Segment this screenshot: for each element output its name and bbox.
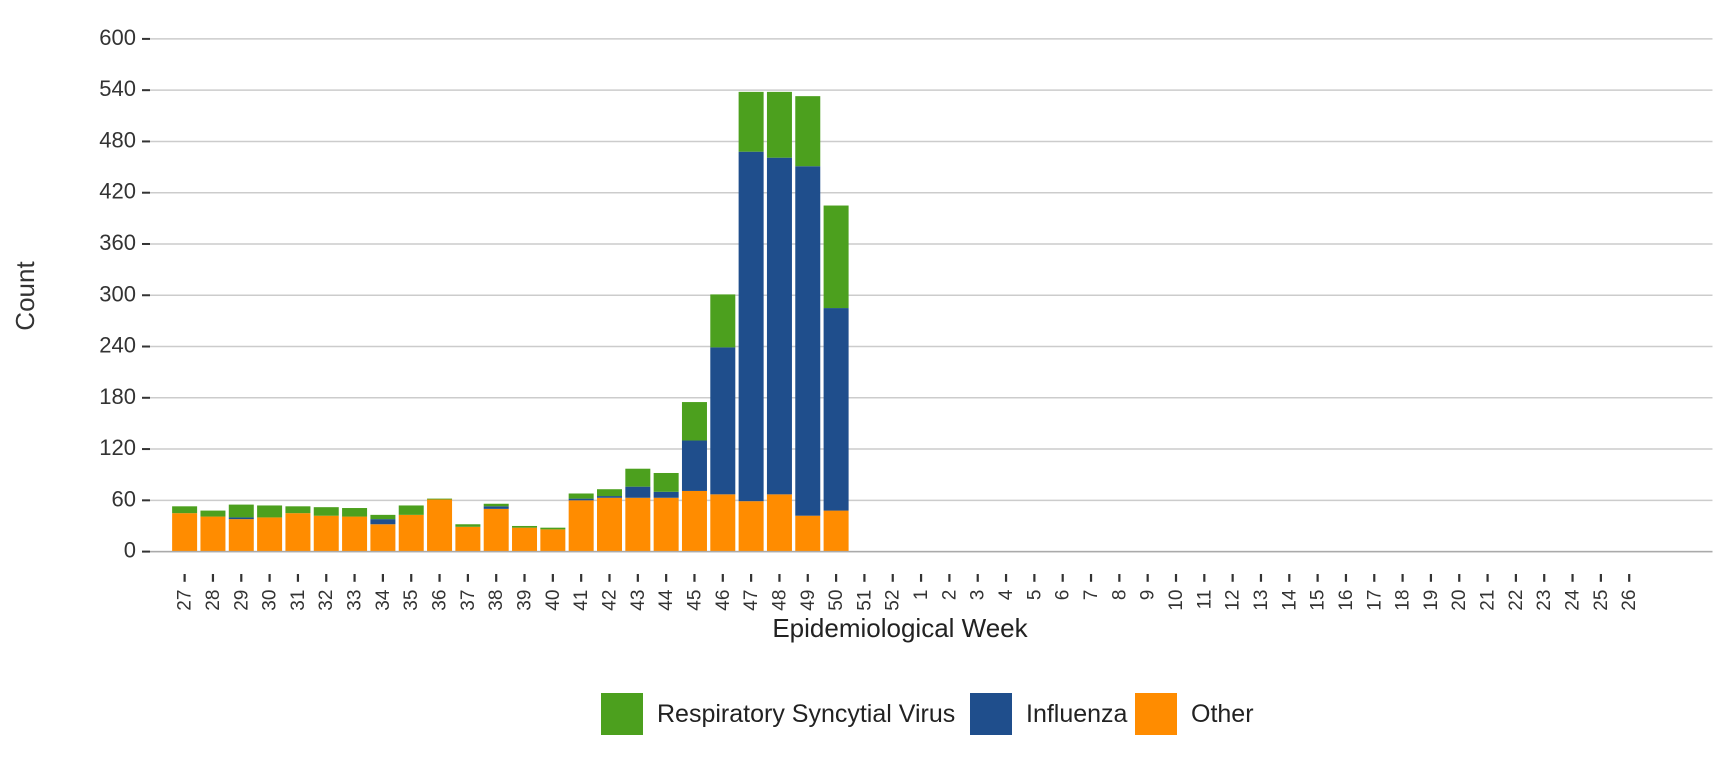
svg-text:35: 35 [401,590,422,611]
svg-text:16: 16 [1336,590,1357,611]
svg-text:22: 22 [1506,590,1527,611]
svg-text:52: 52 [883,590,904,611]
svg-text:51: 51 [854,590,875,611]
svg-text:18: 18 [1393,590,1414,611]
svg-text:50: 50 [826,590,847,611]
svg-text:0: 0 [124,538,136,563]
svg-text:11: 11 [1194,590,1215,610]
svg-text:37: 37 [458,590,479,611]
svg-text:49: 49 [798,590,819,611]
svg-text:60: 60 [112,486,136,511]
svg-text:21: 21 [1478,590,1499,611]
svg-text:300: 300 [99,281,136,306]
svg-text:540: 540 [99,76,136,101]
svg-text:120: 120 [99,435,136,460]
svg-text:13: 13 [1251,590,1272,611]
svg-text:3: 3 [968,590,989,601]
svg-text:31: 31 [288,590,309,611]
svg-text:7: 7 [1081,590,1102,601]
svg-text:42: 42 [600,590,621,611]
svg-text:38: 38 [486,590,507,611]
svg-text:30: 30 [260,590,281,611]
svg-text:34: 34 [373,589,394,611]
svg-text:28: 28 [203,590,224,611]
svg-text:27: 27 [175,590,196,611]
svg-text:10: 10 [1166,590,1187,611]
svg-text:48: 48 [769,590,790,611]
svg-text:240: 240 [99,333,136,358]
svg-text:19: 19 [1421,590,1442,611]
svg-text:1: 1 [911,590,932,601]
svg-text:25: 25 [1591,590,1612,611]
svg-text:12: 12 [1223,590,1244,611]
svg-text:45: 45 [684,590,705,611]
svg-text:44: 44 [656,589,677,611]
svg-text:46: 46 [713,590,734,611]
svg-text:8: 8 [1109,590,1130,601]
svg-text:43: 43 [628,590,649,611]
svg-text:36: 36 [430,590,451,611]
svg-text:6: 6 [1053,590,1074,601]
svg-text:480: 480 [99,127,136,152]
svg-text:5: 5 [1024,590,1045,601]
svg-text:29: 29 [231,590,252,611]
svg-text:32: 32 [316,590,337,611]
svg-text:2: 2 [939,590,960,601]
svg-text:4: 4 [996,589,1017,600]
svg-text:41: 41 [571,590,592,611]
svg-text:14: 14 [1279,589,1300,611]
svg-text:420: 420 [99,179,136,204]
svg-text:17: 17 [1364,590,1385,611]
svg-text:15: 15 [1308,590,1329,611]
svg-text:39: 39 [515,590,536,611]
svg-text:180: 180 [99,384,136,409]
svg-text:24: 24 [1563,589,1584,611]
svg-text:40: 40 [543,590,564,611]
svg-text:600: 600 [99,25,136,50]
svg-text:26: 26 [1619,590,1640,611]
svg-text:9: 9 [1138,590,1159,601]
svg-text:47: 47 [741,590,762,611]
svg-text:20: 20 [1449,590,1470,611]
svg-text:33: 33 [345,590,366,611]
svg-text:23: 23 [1534,590,1555,611]
svg-text:360: 360 [99,230,136,255]
